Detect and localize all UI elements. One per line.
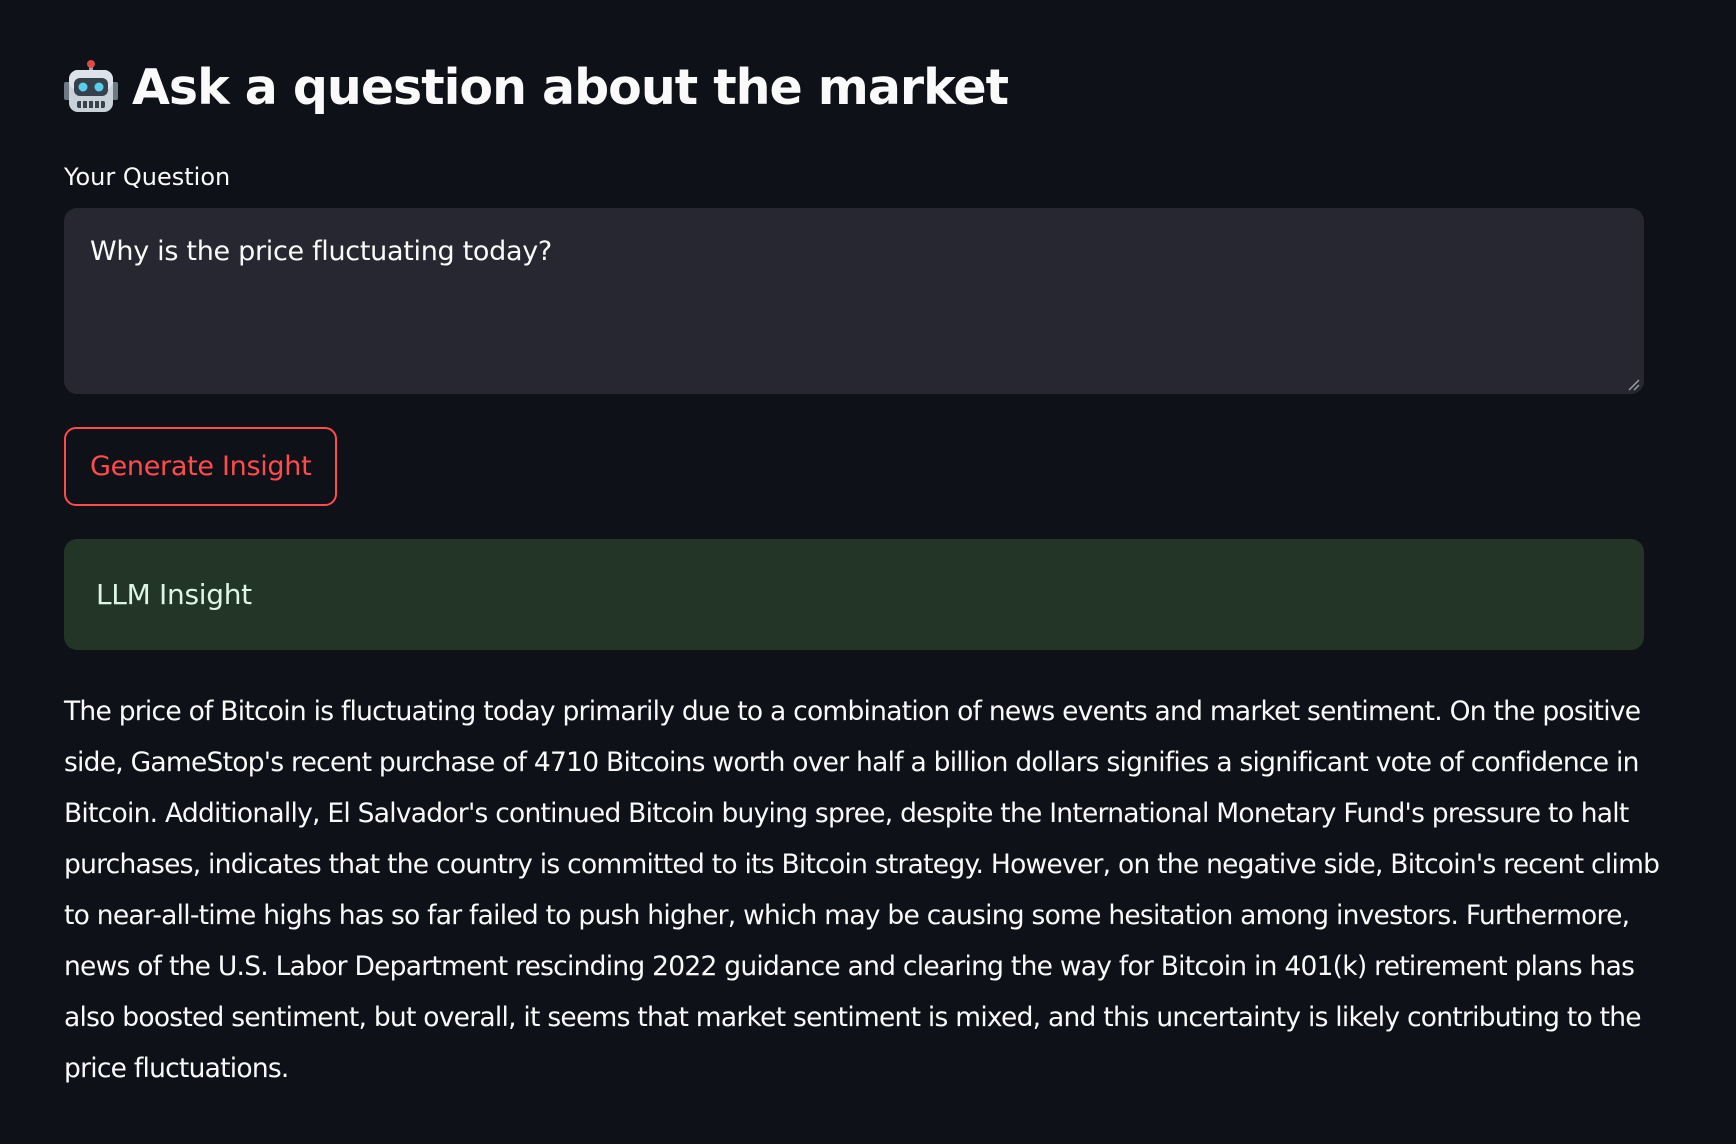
insight-title: LLM Insight	[96, 578, 252, 611]
insight-answer-text: The price of Bitcoin is fluctuating toda…	[64, 696, 1660, 1084]
page-header: Ask a question about the market	[64, 52, 1009, 124]
page-title: Ask a question about the market	[132, 59, 1009, 116]
insight-alert: LLM Insight	[64, 539, 1644, 650]
question-input[interactable]	[64, 208, 1644, 394]
question-label: Your Question	[64, 163, 231, 191]
robot-icon	[64, 60, 118, 112]
resize-handle-icon[interactable]	[1626, 377, 1640, 391]
generate-insight-button[interactable]: Generate Insight	[64, 427, 338, 506]
